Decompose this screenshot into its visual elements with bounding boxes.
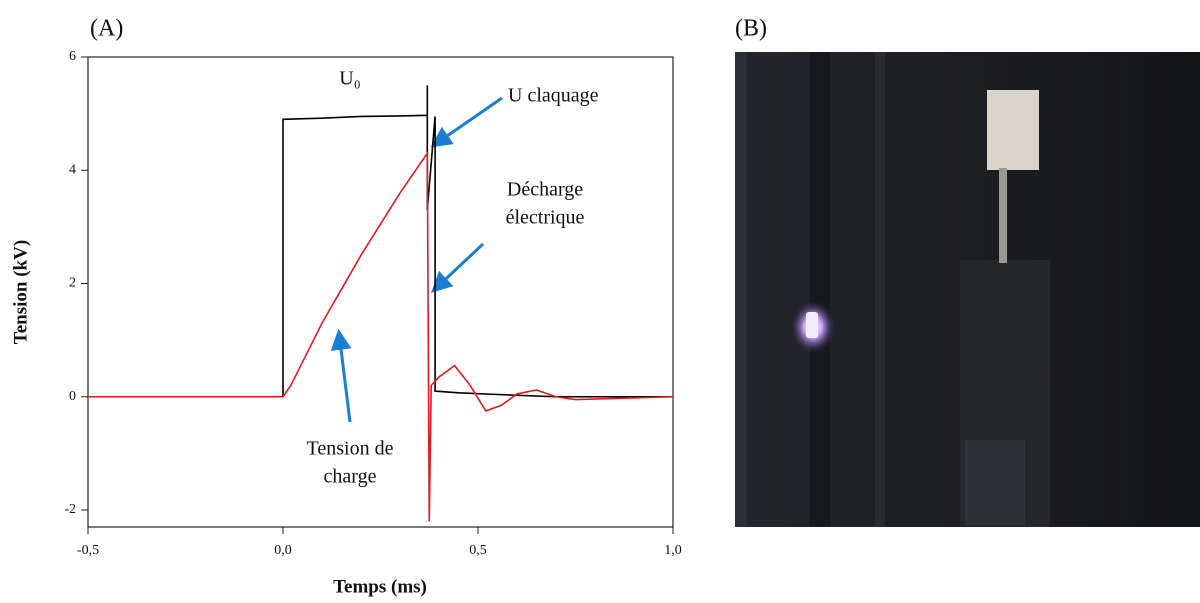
x-tick-label: 0,5 — [469, 543, 487, 558]
y-axis-title: Tension (kV) — [10, 240, 31, 344]
panel-label: (B) — [735, 16, 767, 42]
annotation-arrows — [330, 96, 503, 423]
x-tick-label: -0,5 — [77, 543, 99, 558]
panel-label: (A) — [90, 16, 123, 42]
y-tick-label: -2 — [64, 502, 76, 517]
annotation: charge — [324, 466, 377, 488]
y-tick-label: 4 — [69, 162, 76, 177]
chart: (A) Temps (ms) Tension (kV) -0,5 0,0 0,5 1,… — [10, 16, 682, 598]
x-axis-title: Temps (ms) — [333, 576, 427, 597]
x-tick-label: 0,0 — [274, 543, 292, 558]
annotation: Tension de — [307, 438, 394, 460]
y-tick-label: 2 — [69, 276, 76, 291]
series-line — [88, 150, 674, 522]
photo-panel: (B) — [735, 16, 1200, 527]
annotation: Décharge — [507, 179, 583, 201]
series-line — [88, 85, 673, 398]
photo — [735, 52, 1200, 527]
annotation: électrique — [506, 207, 585, 229]
annotation: U claquage — [508, 85, 599, 107]
plot-frame — [87, 56, 674, 528]
y-tick-label: 6 — [69, 49, 76, 64]
x-tick-label: 1,0 — [664, 543, 682, 558]
y-tick-label: 0 — [69, 389, 76, 404]
annotation: U₀ — [339, 68, 360, 90]
